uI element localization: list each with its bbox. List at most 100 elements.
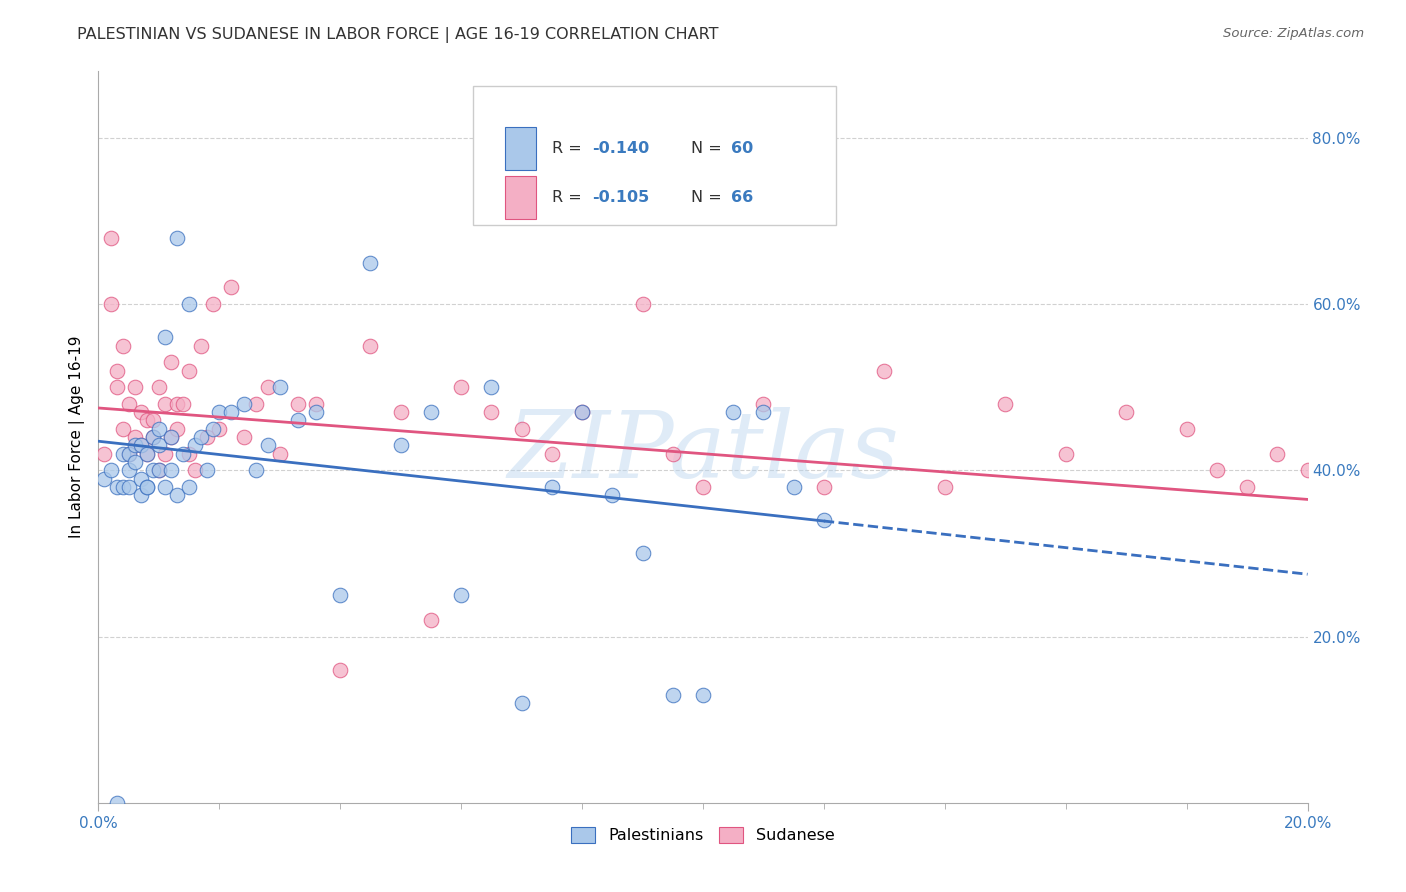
Point [631,546,654,560]
Point [166,488,188,502]
Point [93,472,115,486]
Point [389,438,412,452]
Point [190,338,212,352]
Point [305,405,328,419]
Point [245,463,267,477]
Point [813,480,835,494]
Point [135,447,157,461]
Point [148,422,170,436]
Point [245,397,267,411]
Point [256,380,278,394]
Point [1206,463,1229,477]
Point [148,438,170,452]
Point [105,480,128,494]
Point [160,463,183,477]
Point [118,447,141,461]
Point [179,447,201,461]
Point [179,363,201,377]
Point [135,480,157,494]
Point [142,430,165,444]
Text: R =: R = [553,190,586,205]
Point [166,397,188,411]
Point [184,463,207,477]
Text: 60: 60 [731,141,754,156]
Point [118,447,141,461]
Point [723,405,745,419]
Point [420,405,443,419]
FancyBboxPatch shape [505,177,536,219]
Point [571,405,593,419]
Point [305,397,328,411]
Point [692,688,714,702]
Point [1236,480,1258,494]
Point [510,696,533,710]
Point [631,297,654,311]
Point [100,230,122,244]
Point [124,438,146,452]
Point [540,480,562,494]
Point [1357,505,1379,519]
Point [661,688,683,702]
Point [124,455,146,469]
Point [994,397,1017,411]
Point [111,480,134,494]
Point [510,422,533,436]
Point [571,405,593,419]
Point [202,422,225,436]
Point [1327,480,1350,494]
Point [153,447,176,461]
Point [752,397,775,411]
Point [100,463,122,477]
Y-axis label: In Labor Force | Age 16-19: In Labor Force | Age 16-19 [69,335,84,539]
Point [148,463,170,477]
Point [287,413,309,427]
Point [118,480,141,494]
Point [148,380,170,394]
Point [1054,447,1077,461]
Point [934,480,956,494]
Point [153,397,176,411]
Point [195,430,218,444]
Text: R =: R = [553,141,586,156]
Point [287,397,309,411]
Point [481,405,503,419]
Point [360,338,382,352]
Point [208,422,231,436]
Point [166,422,188,436]
Point [118,463,141,477]
Point [105,796,128,810]
Point [190,430,212,444]
Point [232,430,254,444]
Point [179,480,201,494]
Point [179,297,201,311]
Text: N =: N = [690,141,727,156]
Point [111,338,134,352]
Point [873,363,896,377]
Point [135,447,157,461]
Point [450,380,472,394]
Point [184,438,207,452]
Point [208,405,231,419]
Point [1267,447,1289,461]
Point [129,472,152,486]
Point [1296,463,1319,477]
Point [752,405,775,419]
FancyBboxPatch shape [505,127,536,169]
Point [1115,405,1137,419]
Point [172,397,194,411]
Point [129,438,152,452]
Point [269,380,291,394]
Point [129,405,152,419]
Point [100,297,122,311]
FancyBboxPatch shape [474,86,837,225]
Point [389,405,412,419]
Point [142,463,165,477]
Text: ZIPatlas: ZIPatlas [508,407,898,497]
Point [153,330,176,344]
Legend: Palestinians, Sudanese: Palestinians, Sudanese [565,821,841,850]
Point [202,297,225,311]
Point [124,430,146,444]
Point [360,255,382,269]
Point [111,422,134,436]
Text: PALESTINIAN VS SUDANESE IN LABOR FORCE | AGE 16-19 CORRELATION CHART: PALESTINIAN VS SUDANESE IN LABOR FORCE |… [77,27,718,43]
